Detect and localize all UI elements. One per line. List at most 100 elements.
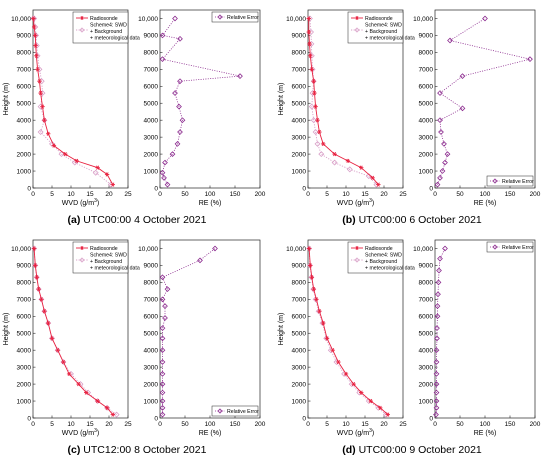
x-tick-label: 20 [380,421,388,428]
star-stroke [355,16,359,20]
wvd-subplot: 0 5 10 15 20 25 0 1000 2000 3000 4000 5000 6000 7000 8… [3,9,140,207]
legend-re-label: Relative Error [227,409,259,415]
star-stroke [34,53,38,58]
relative-error-point [164,181,171,188]
star-stroke [77,381,81,387]
x-tick-label: 150 [230,191,241,198]
star-stroke [42,118,46,123]
legend-scheme-label-1: Scheme4: SWD [365,23,402,29]
radiosonde-point [49,336,55,341]
y-tick-label: 5000 [292,331,307,338]
y-tick-label: 4000 [419,347,434,354]
star-stroke [37,287,41,292]
y-tick-label: 7000 [144,67,159,74]
x-tick-label: 0 [433,421,437,428]
y-tick-label: 0 [154,185,158,192]
star-stroke [321,141,325,147]
re-x-axis-label: RE (%) [199,430,222,437]
star-stroke [312,79,316,84]
x-axis-label: WVD (g/m3) [337,428,374,437]
radiosonde-point [345,158,351,164]
y-axis-label: Height (m) [3,313,10,346]
x-tick-label: 0 [31,191,35,198]
panel-caption: (d) UTC00:00 9 October 2021 [342,444,482,456]
relative-error-point [177,129,183,135]
legend-box [486,175,534,187]
x-axis-label-superscript: 3 [369,428,372,434]
y-tick-label: 8000 [17,50,32,57]
scheme-point [49,335,55,342]
radiosonde-point [315,118,320,123]
y-tick-label: 0 [302,185,306,192]
relative-error-point [237,73,243,79]
star-stroke [33,33,37,38]
y-tick-label: 4000 [17,347,32,354]
scheme-point [41,117,48,124]
x-tick-label: 0 [158,191,162,198]
radiosonde-point [343,371,349,377]
relative-error-point [159,335,166,342]
y-tick-label: 8000 [292,280,307,287]
y-tick-label: 8000 [419,280,434,287]
y-axis-label: Height (m) [278,83,285,116]
radiosonde-point [95,165,100,170]
star-stroke [359,165,363,170]
radiosonde-point [40,104,45,109]
re-legend: Relative Error [211,405,259,417]
scheme-point [310,117,317,124]
y-tick-label: 5000 [292,101,307,108]
re-subplot: 0 50 100 150 2000100020003000400050006000700… [413,239,541,437]
y-tick-label: 2000 [292,381,307,388]
re-x-axis-label: RE (%) [474,430,497,437]
x-axis-label-text: WVD (g/m [62,200,94,207]
legend-radiosonde-label: Radiosonde [365,16,393,22]
relative-error-point [162,315,168,321]
x-tick-label: 25 [399,421,407,428]
y-tick-label: 2000 [419,151,434,158]
relative-error-point [438,129,444,135]
star-stroke [39,297,43,302]
x-tick-label: 20 [105,421,113,428]
y-tick-label: 7000 [17,297,32,304]
radiosonde-point [34,275,39,280]
y-tick-label: 8000 [144,280,159,287]
radiosonde-point [31,246,37,251]
star-stroke [376,182,380,187]
relative-error-point [433,381,440,387]
relative-error-point [444,151,451,157]
scheme-series-line [309,18,377,185]
radiosonde-point [308,263,313,268]
y-tick-label: 6000 [419,314,434,321]
legend-scheme-label-1: Scheme4: SWD [90,23,127,29]
y-tick-label: 9000 [17,33,32,40]
star-stroke [105,405,109,410]
radiosonde-point [306,29,311,35]
re-legend: Relative Error [211,11,259,23]
panel-d: 0 5 10 15 20 25010002000300040005000600070008… [278,239,541,456]
star-stroke [35,275,39,280]
star-stroke [52,143,56,148]
legend-radiosonde-marker [355,246,359,250]
radiosonde-point [351,381,356,387]
radiosonde-point [38,90,43,96]
star-stroke [369,398,373,404]
relative-error-point [177,35,183,42]
radiosonde-point [51,143,57,148]
star-stroke [111,412,115,417]
panel-caption-letter: (c) [68,444,81,456]
y-tick-label: 3000 [419,364,434,371]
relative-error-point [434,313,441,320]
y-tick-label: 0 [429,415,433,422]
radiosonde-point [104,172,110,177]
relative-error-point [434,181,441,188]
panel-caption: (c) UTC12:00 8 October 2021 [68,444,207,456]
radiosonde-point [84,390,89,395]
relative-error-point [447,37,453,44]
y-tick-label: 3000 [419,134,434,141]
radiosonde-point [36,287,41,292]
scheme-point [331,159,338,166]
relative-error-point [159,398,166,404]
legend-radiosonde-marker [80,16,84,20]
relative-error-point [433,411,439,418]
